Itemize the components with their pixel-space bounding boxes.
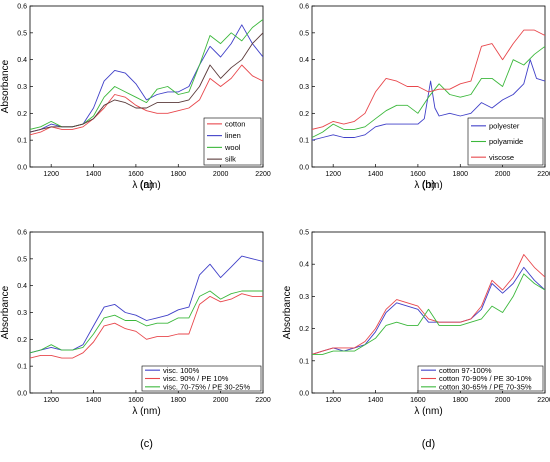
y-tick-label: 0.1 bbox=[299, 358, 309, 365]
y-tick-label: 0.5 bbox=[17, 30, 27, 37]
y-tick-label: 0.2 bbox=[17, 111, 27, 118]
x-tick-label: 1800 bbox=[452, 171, 468, 178]
x-tick-label: 1200 bbox=[325, 171, 341, 178]
y-tick-label: 0.1 bbox=[299, 138, 309, 145]
x-tick-label: 1400 bbox=[86, 397, 102, 404]
chart-panel: 1200 1400 1600 1800 2000 2200 0.0 0.1 0.2 0.3 0.4 0… bbox=[0, 230, 271, 451]
series-line bbox=[30, 32, 263, 133]
y-axis-label: Absorbance bbox=[0, 285, 11, 339]
x-tick-label: 1400 bbox=[368, 397, 384, 404]
x-axis-label: λ (nm) bbox=[414, 180, 442, 191]
y-tick-label: 0.3 bbox=[17, 310, 27, 317]
series-line bbox=[312, 266, 545, 355]
panel-label: (c) bbox=[140, 438, 153, 450]
y-tick-label: 0.5 bbox=[299, 230, 309, 237]
y-tick-label: 0.5 bbox=[17, 256, 27, 263]
x-tick-label: 2200 bbox=[255, 171, 271, 178]
y-tick-label: 0.2 bbox=[299, 111, 309, 118]
y-tick-label: 0.6 bbox=[17, 230, 27, 237]
x-tick-label: 1800 bbox=[452, 397, 468, 404]
legend-entry: cotton 70-90% / PE 30-10% bbox=[439, 374, 532, 383]
x-tick-label: 1400 bbox=[86, 171, 102, 178]
legend-entry: polyester bbox=[489, 121, 520, 130]
series-line bbox=[312, 29, 545, 130]
series-line bbox=[30, 290, 263, 354]
legend-box bbox=[417, 365, 544, 392]
legend-entry: cotton 97-100% bbox=[439, 366, 492, 375]
x-tick-label: 1400 bbox=[368, 171, 384, 178]
y-tick-label: 0.0 bbox=[299, 391, 309, 398]
x-tick-label: 2000 bbox=[495, 397, 511, 404]
y-axis-label: Absorbance bbox=[0, 59, 11, 113]
legend-entry: cotton bbox=[225, 119, 245, 128]
y-tick-label: 0.2 bbox=[17, 337, 27, 344]
x-tick-label: 1800 bbox=[170, 171, 186, 178]
legend-entry: visc. 70-75% / PE 30-25% bbox=[163, 382, 250, 391]
y-tick-label: 0.0 bbox=[17, 391, 27, 398]
y-tick-label: 0.4 bbox=[17, 283, 27, 290]
x-tick-label: 2200 bbox=[255, 397, 271, 404]
legend-entry: wool bbox=[224, 143, 241, 152]
y-tick-label: 0.3 bbox=[17, 84, 27, 91]
x-tick-label: 1200 bbox=[43, 171, 59, 178]
x-tick-label: 2000 bbox=[213, 171, 229, 178]
legend-entry: linen bbox=[225, 131, 241, 140]
x-tick-label: 1600 bbox=[410, 397, 426, 404]
x-axis-label: λ (nm) bbox=[132, 406, 160, 417]
panel-label: (b) bbox=[422, 179, 435, 191]
x-tick-label: 1600 bbox=[410, 171, 426, 178]
legend-entry: viscose bbox=[489, 153, 514, 162]
legend-entry: cotton 30-65% / PE 70-35% bbox=[439, 382, 532, 391]
legend-entry: silk bbox=[225, 155, 236, 164]
series-line bbox=[30, 293, 263, 359]
y-tick-label: 0.1 bbox=[17, 138, 27, 145]
y-tick-label: 0.6 bbox=[299, 4, 309, 11]
legend-entry: visc. 90% / PE 10% bbox=[163, 374, 229, 383]
series-line bbox=[312, 273, 545, 355]
y-tick-label: 0.3 bbox=[299, 84, 309, 91]
x-axis-label: λ (nm) bbox=[132, 180, 160, 191]
chart-panel: 1200 1400 1600 1800 2000 2200 0.0 0.1 0.2 0.3 0.4 0… bbox=[0, 4, 271, 192]
panel-label: (a) bbox=[140, 179, 153, 191]
y-tick-label: 0.4 bbox=[299, 57, 309, 64]
y-tick-label: 0.4 bbox=[299, 262, 309, 269]
x-tick-label: 2200 bbox=[537, 171, 550, 178]
legend-entry: visc. 100% bbox=[163, 366, 200, 375]
y-tick-label: 0.6 bbox=[17, 4, 27, 11]
x-tick-label: 1800 bbox=[170, 397, 186, 404]
series-line bbox=[312, 254, 545, 355]
y-tick-label: 0.4 bbox=[17, 57, 27, 64]
legend-box bbox=[203, 117, 262, 166]
series-line bbox=[30, 64, 263, 136]
legend-box bbox=[141, 365, 262, 392]
series-line bbox=[312, 45, 545, 138]
y-tick-label: 0.3 bbox=[299, 294, 309, 301]
y-tick-label: 0.5 bbox=[299, 30, 309, 37]
x-tick-label: 2000 bbox=[213, 397, 229, 404]
x-tick-label: 1200 bbox=[43, 397, 59, 404]
y-axis-label: Absorbance bbox=[282, 285, 293, 339]
chart-panel: 1200 1400 1600 1800 2000 2200 0.0 0.1 0.2 0.3 0.4 0… bbox=[282, 230, 550, 451]
x-tick-label: 1200 bbox=[325, 397, 341, 404]
y-tick-label: 0.2 bbox=[299, 326, 309, 333]
x-tick-label: 2000 bbox=[495, 171, 511, 178]
x-tick-label: 1600 bbox=[128, 171, 144, 178]
y-tick-label: 0.0 bbox=[17, 165, 27, 172]
series-line bbox=[312, 59, 545, 141]
x-axis-label: λ (nm) bbox=[414, 406, 442, 417]
y-tick-label: 0.0 bbox=[299, 165, 309, 172]
x-tick-label: 1600 bbox=[128, 397, 144, 404]
x-tick-label: 2200 bbox=[537, 397, 550, 404]
legend-entry: polyamide bbox=[489, 137, 523, 146]
panel-label: (d) bbox=[422, 438, 435, 450]
y-tick-label: 0.1 bbox=[17, 364, 27, 371]
chart-panel: 1200 1400 1600 1800 2000 2200 0.0 0.1 0.2 0.3 0.4 0… bbox=[299, 4, 550, 192]
